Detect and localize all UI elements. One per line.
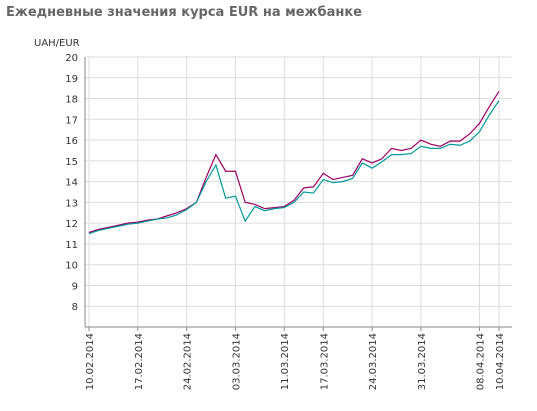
x-tick-label: 03.03.2014 [231,333,242,390]
y-tick-label: 20 [65,53,78,64]
x-tick-label: 24.02.2014 [183,333,194,390]
x-tick-label: 17.02.2014 [134,333,145,390]
y-tick-label: 9 [72,281,78,292]
x-tick-label: 10.02.2014 [85,333,96,390]
chart-title: Ежедневные значения курса EUR на межбанк… [6,5,362,20]
series-line [88,90,500,234]
y-tick-label: 11 [65,240,78,251]
y-tick-label: 16 [65,136,78,147]
x-tick-label: 08.04.2014 [475,333,486,390]
y-tick-label: 14 [65,178,78,189]
y-axis-label: UAH/EUR [34,38,80,49]
y-tick-label: 13 [65,198,78,209]
x-tick-label: 11.03.2014 [280,333,291,390]
y-tick-label: 17 [65,115,78,126]
x-tick-label: 31.03.2014 [417,333,428,390]
x-tick-label: 10.04.2014 [495,333,506,390]
y-tick-label: 18 [65,95,78,106]
y-tick-label: 8 [72,302,78,313]
series-line [88,100,500,235]
y-tick-label: 19 [65,74,78,85]
y-tick-label: 12 [65,219,78,230]
x-tick-label: 24.03.2014 [368,333,379,390]
x-tick-label: 17.03.2014 [319,333,330,390]
y-tick-label: 15 [65,157,78,168]
y-tick-label: 10 [65,261,78,272]
